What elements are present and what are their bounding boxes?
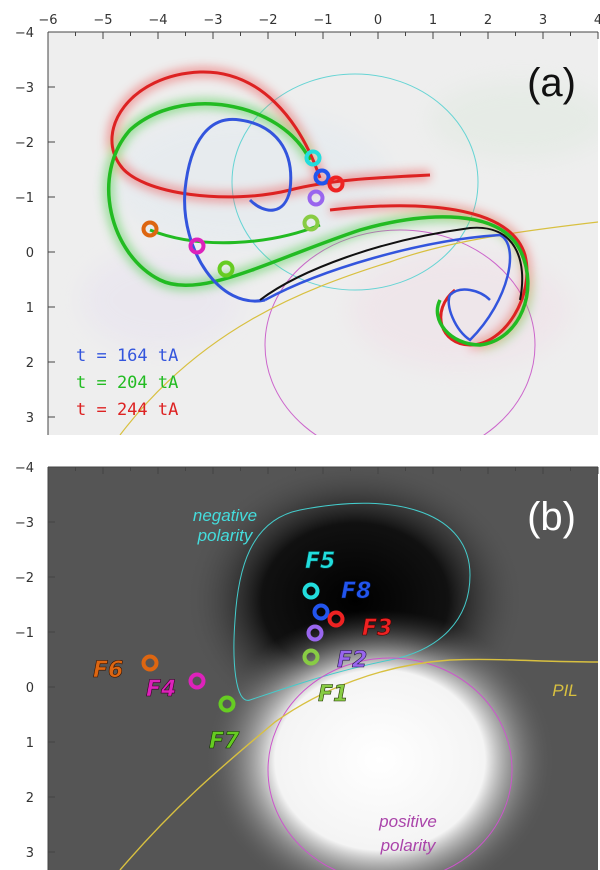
marker-f6 <box>141 654 159 672</box>
panel-b-y-tick-label: 3 <box>26 846 34 861</box>
legend-t204: t = 204 tA <box>76 373 178 393</box>
panel-a-x-tick-label: 3 <box>539 13 547 28</box>
field-line-t164 <box>183 117 293 303</box>
pil-label: PIL <box>552 681 578 700</box>
panel-b: negative polarity positive polarity PIL … <box>48 467 598 870</box>
field-line-t204 <box>107 102 530 347</box>
label-f4: F4 <box>146 677 176 702</box>
panel-a-x-tick-label: −2 <box>258 13 277 28</box>
panel-b-y-tick-label: −4 <box>15 461 34 476</box>
panel-b-y-tick-label: −1 <box>15 626 34 641</box>
panel-a-x-tick-label: −5 <box>93 13 112 28</box>
label-f8: F8 <box>341 579 371 604</box>
panel-a-x-tick-label: −4 <box>148 13 167 28</box>
panel-a-y-tick-label: 2 <box>26 356 34 371</box>
marker-f5-a <box>304 149 322 167</box>
marker-f7-a <box>217 260 235 278</box>
label-f5: F5 <box>305 549 335 574</box>
marker-f6-a <box>141 220 159 238</box>
pil-line-a <box>119 221 598 435</box>
positive-polarity-region <box>205 610 555 870</box>
panel-b-label: (b) <box>527 495 576 539</box>
footpoint-markers-a <box>141 149 345 278</box>
marker-f4-a <box>188 237 206 255</box>
panel-b-y-tick-label: 0 <box>26 681 34 696</box>
label-f2: F2 <box>337 648 367 673</box>
panel-a-x-tick-label: 0 <box>374 13 382 28</box>
panel-a-x-tick-label: 2 <box>484 13 492 28</box>
panel-a-y-tick-label: 0 <box>26 246 34 261</box>
field-line-envelope <box>259 226 524 301</box>
marker-f8-a <box>313 168 331 186</box>
marker-f8 <box>312 603 330 621</box>
field-line-t244 <box>110 70 431 199</box>
panel-a-y-tick-label: −4 <box>15 26 34 41</box>
label-f7: F7 <box>209 729 240 754</box>
legend-t164: t = 164 tA <box>76 346 178 366</box>
positive-polarity-label-2: polarity <box>380 836 437 855</box>
positive-polarity-contour-a <box>264 229 536 435</box>
time-legend: t = 164 tA t = 204 tA t = 244 tA <box>76 346 178 420</box>
footpoint-markers <box>141 582 345 713</box>
panel-b-y-tick-label: −2 <box>15 571 34 586</box>
label-f1: F1 <box>318 682 348 707</box>
marker-f1 <box>302 648 320 666</box>
panel-a-x-tick-label: 4 <box>594 13 600 28</box>
field-lines <box>107 70 530 347</box>
panel-a-y-tick-label: −2 <box>15 136 34 151</box>
negative-polarity-label-1: negative <box>193 506 257 525</box>
panel-a-x-tick-label: −6 <box>38 13 57 28</box>
marker-f2 <box>306 624 324 642</box>
negative-polarity-label-2: polarity <box>197 526 254 545</box>
panel-b-y-tick-label: −3 <box>15 516 34 531</box>
panel-a-x-tick-label: 1 <box>429 13 437 28</box>
panel-a-y-tick-label: −1 <box>15 191 34 206</box>
marker-f2-a <box>307 189 325 207</box>
panel-a: (a) t = 164 tA t = 204 tA t = 244 tA <box>48 32 598 435</box>
panel-a-y-tick-label: −3 <box>15 81 34 96</box>
panel-a-haze <box>80 80 598 370</box>
marker-f1-a <box>302 214 320 232</box>
panel-b-y-tick-label: 1 <box>26 736 34 751</box>
marker-f4 <box>188 672 206 690</box>
label-f3: F3 <box>362 616 392 641</box>
negative-polarity-contour <box>233 502 471 701</box>
panel-a-x-tick-label: −3 <box>203 13 222 28</box>
marker-f3-a <box>327 175 345 193</box>
legend-t244: t = 244 tA <box>76 400 178 420</box>
negative-polarity-contour-a <box>231 73 479 291</box>
panel-a-x-tick-label: −1 <box>313 13 332 28</box>
pil-line <box>119 658 598 870</box>
label-f6: F6 <box>93 658 123 683</box>
panel-b-axes: −4 −3 −2 −1 0 1 2 3 <box>15 461 599 870</box>
footpoint-labels: F5 F8 F3 F2 F1 F6 F4 F7 <box>93 549 393 755</box>
panel-a-axes: −6 −5 −4 −3 −2 −1 0 1 2 3 4 −4 −3 −2 −1 0 1 2 3 <box>15 13 600 435</box>
marker-f5 <box>302 582 320 600</box>
panel-a-y-tick-label: 1 <box>26 301 34 316</box>
positive-polarity-label-1: positive <box>378 812 437 831</box>
marker-f7 <box>218 695 236 713</box>
panel-a-label: (a) <box>527 61 576 105</box>
panel-a-y-tick-label: 3 <box>26 411 34 426</box>
panel-b-y-tick-label: 2 <box>26 791 34 806</box>
positive-polarity-contour <box>267 657 513 870</box>
marker-f3 <box>327 610 345 628</box>
field-line-t204-inner <box>149 223 321 245</box>
field-line-t164-right <box>264 233 512 342</box>
